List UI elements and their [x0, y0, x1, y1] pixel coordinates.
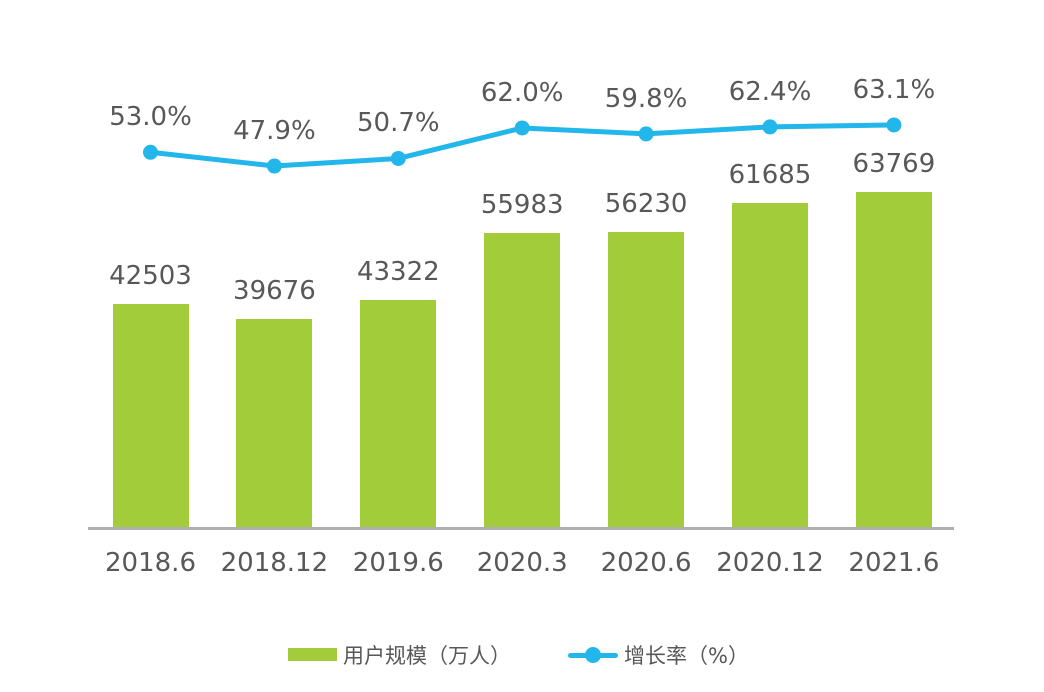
growth-rate-value-label: 62.0%	[480, 77, 564, 108]
growth-rate-value-label: 47.9%	[233, 116, 316, 147]
bar-value-label: 63769	[852, 149, 936, 179]
bar-value-label: 43322	[356, 257, 440, 288]
x-axis-line	[88, 527, 954, 530]
x-axis-label: 2019.6	[352, 548, 444, 578]
bar-value-label: 61685	[728, 160, 812, 190]
bar	[236, 319, 313, 529]
legend-bar-swatch-icon	[288, 648, 337, 661]
growth-rate-value-label: 63.1%	[852, 75, 936, 105]
x-axis-label: 2018.12	[220, 548, 329, 578]
bar-value-label: 55983	[480, 190, 564, 221]
bar	[855, 192, 932, 529]
x-axis-label: 2020.6	[600, 548, 692, 578]
growth-rate-value-label: 53.0%	[109, 102, 192, 133]
bar-value-label: 42503	[109, 261, 192, 292]
legend-line-dot-icon	[585, 647, 601, 663]
growth-rate-value-label: 59.8%	[604, 83, 688, 114]
x-axis-label: 2018.6	[105, 548, 196, 578]
legend-bar-label: 用户规模（万人）	[343, 644, 511, 668]
bar	[608, 231, 685, 529]
bar-value-label: 56230	[604, 188, 688, 219]
x-axis-label: 2020.3	[476, 548, 568, 578]
growth-rate-value-label: 50.7%	[356, 108, 440, 139]
bar-value-label: 39676	[233, 276, 316, 307]
bar	[360, 300, 437, 529]
growth-rate-value-label: 62.4%	[728, 76, 812, 107]
x-axis-label: 2020.12	[716, 548, 824, 578]
bar	[112, 304, 189, 529]
legend-line-label: 增长率（%）	[624, 644, 749, 668]
x-axis-label: 2021.6	[848, 548, 940, 578]
bar	[732, 203, 808, 529]
bar	[484, 233, 561, 529]
